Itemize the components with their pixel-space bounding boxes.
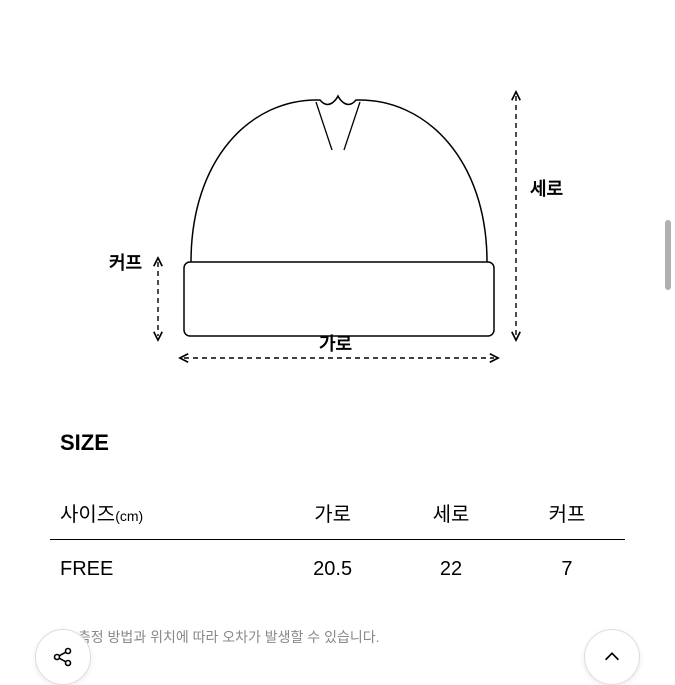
col-cuff: 커프 [509, 486, 625, 540]
col-width: 가로 [272, 486, 393, 540]
cell-width: 20.5 [272, 540, 393, 600]
col-size: 사이즈(cm) [50, 486, 272, 540]
scroll-top-button[interactable] [584, 629, 640, 685]
size-table: 사이즈(cm) 가로 세로 커프 FREE 20.5 22 7 [50, 486, 625, 599]
col-height: 세로 [393, 486, 509, 540]
size-title: SIZE [60, 430, 675, 456]
cell-height: 22 [393, 540, 509, 600]
label-height: 세로 [530, 175, 563, 201]
chevron-up-icon [601, 646, 623, 668]
share-button[interactable] [35, 629, 91, 685]
label-width: 가로 [319, 330, 352, 356]
share-icon [51, 645, 75, 669]
scrollbar[interactable] [665, 220, 671, 290]
measurement-footnote: ※ 측정 방법과 위치에 따라 오차가 발생할 수 있습니다. [60, 627, 615, 647]
table-header-row: 사이즈(cm) 가로 세로 커프 [50, 486, 625, 540]
table-row: FREE 20.5 22 7 [50, 540, 625, 600]
cell-cuff: 7 [509, 540, 625, 600]
label-cuff: 커프 [109, 249, 142, 275]
header-unit: (cm) [115, 508, 143, 524]
size-diagram: 커프 가로 세로 [0, 0, 675, 370]
cell-size-label: FREE [50, 540, 272, 600]
header-label: 사이즈 [60, 504, 115, 526]
